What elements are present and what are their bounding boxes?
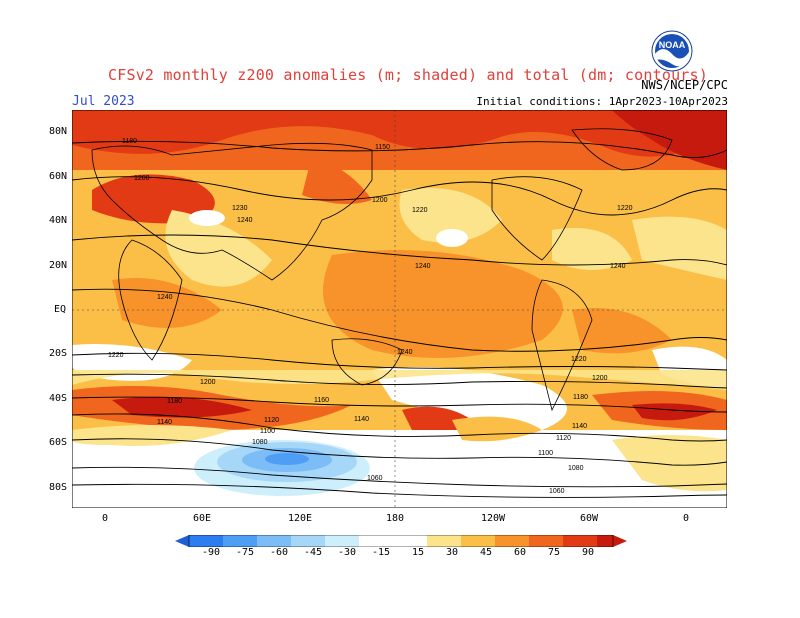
lat-label: 60N xyxy=(49,171,68,182)
contour-label: 1240 xyxy=(237,217,253,224)
contour-label: 1220 xyxy=(617,205,633,212)
lat-label: 20S xyxy=(49,348,68,359)
agency-label: NWS/NCEP/CPC xyxy=(641,78,728,92)
colorbar-label: -45 xyxy=(304,547,323,558)
logo-text: NOAA xyxy=(659,40,686,50)
lat-label: 80N xyxy=(49,126,68,137)
colorbar-label: 45 xyxy=(480,547,493,558)
contour-label: 1240 xyxy=(157,294,173,301)
contour-label: 1150 xyxy=(375,144,390,151)
contour-label: 1080 xyxy=(252,439,268,446)
contour-label: 1240 xyxy=(610,263,626,270)
contour-label: 1180 xyxy=(573,394,588,401)
noaa-logo-icon: NOAA xyxy=(651,30,693,72)
map-plot: 1180 1150 1200 1230 1240 1240 1220 1200 … xyxy=(72,110,727,508)
lon-label: 0 xyxy=(683,513,690,524)
contour-label: 1240 xyxy=(397,349,413,356)
contour-label: 1140 xyxy=(354,416,369,423)
colorbar-label: 15 xyxy=(412,547,425,558)
colorbar-label: -30 xyxy=(338,547,357,558)
contour-label: 1220 xyxy=(108,352,124,359)
contour-label: 1060 xyxy=(549,488,565,495)
contour-label: 1120 xyxy=(556,435,571,442)
contour-label: 1140 xyxy=(572,423,587,430)
lat-label: 40S xyxy=(49,393,68,404)
chart-title: CFSv2 monthly z200 anomalies (m; shaded)… xyxy=(108,66,708,84)
contour-label: 1200 xyxy=(200,379,216,386)
lon-label: 60E xyxy=(193,513,212,524)
lon-label: 0 xyxy=(102,513,109,524)
lat-label: 40N xyxy=(49,215,68,226)
lat-label: 20N xyxy=(49,260,68,271)
contour-label: 1230 xyxy=(232,205,248,212)
colorbar xyxy=(175,535,627,547)
contour-label: 1200 xyxy=(372,197,388,204)
colorbar-label: -60 xyxy=(270,547,289,558)
colorbar-label: -90 xyxy=(202,547,221,558)
forecast-month: Jul 2023 xyxy=(72,94,135,109)
contour-label: 1120 xyxy=(264,417,279,424)
contour-label: 1180 xyxy=(122,138,137,145)
lon-label: 60W xyxy=(580,513,599,524)
contour-label: 1060 xyxy=(367,475,383,482)
lon-label: 120W xyxy=(481,513,506,524)
colorbar-label: 60 xyxy=(514,547,527,558)
initial-conditions: Initial conditions: 1Apr2023-10Apr2023 xyxy=(476,95,728,108)
contour-label: 1180 xyxy=(167,398,182,405)
contour-label: 1140 xyxy=(157,419,172,426)
contour-label: 1240 xyxy=(415,263,431,270)
lon-label: 180 xyxy=(386,513,405,524)
colorbar-label: -75 xyxy=(236,547,255,558)
lon-label: 120E xyxy=(288,513,313,524)
colorbar-label: 30 xyxy=(446,547,459,558)
colorbar-label: -15 xyxy=(372,547,391,558)
contour-label: 1100 xyxy=(260,428,275,435)
contour-label: 1100 xyxy=(538,450,553,457)
contour-label: 1200 xyxy=(592,375,608,382)
contour-label: 1200 xyxy=(134,175,150,182)
contour-label: 1080 xyxy=(568,465,584,472)
lat-label: 60S xyxy=(49,437,68,448)
lat-label: 80S xyxy=(49,482,68,493)
lat-label: EQ xyxy=(54,304,67,315)
colorbar-label: 75 xyxy=(548,547,561,558)
contour-label: 1220 xyxy=(412,207,428,214)
colorbar-label: 90 xyxy=(582,547,595,558)
contour-label: 1160 xyxy=(314,397,329,404)
contour-label: 1220 xyxy=(571,356,587,363)
